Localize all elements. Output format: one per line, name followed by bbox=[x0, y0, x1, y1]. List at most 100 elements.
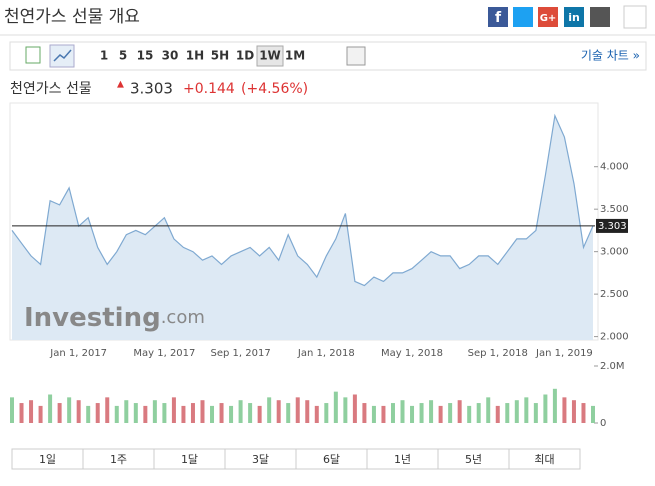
volume-bar bbox=[152, 400, 157, 423]
x-tick-label: Sep 1, 2018 bbox=[468, 348, 528, 359]
y2-tick-label: 0 bbox=[600, 418, 606, 429]
volume-bar bbox=[38, 405, 43, 423]
range-tab-label[interactable]: 1일 bbox=[39, 452, 56, 466]
volume-bar bbox=[314, 405, 319, 423]
range-tab-label[interactable]: 1년 bbox=[394, 453, 411, 466]
volume-bar bbox=[124, 400, 129, 423]
interval-buttons: 1 5 15 30 1H 5H 1D 1W 1M bbox=[100, 45, 305, 67]
volume-bar bbox=[210, 405, 215, 423]
interval-button[interactable]: 1M bbox=[285, 49, 305, 63]
chart: 2.000 2.500 3.000 3.500 4.000 0 2.0M Investing.… bbox=[10, 113, 629, 429]
volume-bar bbox=[486, 397, 491, 423]
volume-bar bbox=[86, 405, 91, 423]
volume-bar bbox=[457, 400, 462, 423]
volume-bar bbox=[562, 397, 567, 423]
volume-bar bbox=[95, 403, 100, 423]
quote-name: 천연가스 선물 bbox=[10, 81, 92, 97]
volume-bar bbox=[48, 394, 53, 423]
y-tick-label: 4.000 bbox=[600, 162, 629, 173]
volume-bar bbox=[591, 405, 595, 423]
interval-button[interactable]: 1H bbox=[186, 49, 204, 63]
volume-bar bbox=[419, 403, 424, 423]
volume-bar bbox=[581, 403, 586, 423]
range-tab-label[interactable]: 6달 bbox=[323, 453, 340, 466]
y-tick-label: 2.500 bbox=[600, 289, 629, 300]
volume-bar bbox=[533, 403, 538, 423]
volume-bar bbox=[305, 400, 310, 423]
volume-bar bbox=[438, 405, 443, 423]
volume-bar bbox=[390, 403, 395, 423]
linkedin-icon: in bbox=[568, 11, 580, 24]
volume-bar bbox=[286, 403, 291, 423]
volume-bar bbox=[29, 400, 34, 423]
volume-bar bbox=[333, 391, 338, 423]
interval-button[interactable]: 5H bbox=[211, 49, 229, 63]
linkedin[interactable] bbox=[564, 7, 584, 27]
volume-bar bbox=[181, 405, 186, 423]
volume-bar bbox=[324, 403, 329, 423]
volume-bar bbox=[571, 400, 576, 423]
range-tabs: 1일 1주 1달 3달 6달 1년 5년 최대 bbox=[11, 448, 581, 470]
watermark-domain: .com bbox=[161, 307, 205, 328]
x-tick-label: Sep 1, 2017 bbox=[210, 348, 270, 359]
google-icon: G+ bbox=[540, 13, 557, 24]
y-tick-label: 3.500 bbox=[600, 204, 629, 215]
volume-bar bbox=[238, 400, 243, 423]
technical-link[interactable]: 기술 차트 » bbox=[581, 49, 640, 63]
range-tab-label[interactable]: 5년 bbox=[465, 453, 482, 466]
y-tick-label: 3.000 bbox=[600, 247, 629, 258]
volume-bar bbox=[495, 405, 500, 423]
candle-button[interactable] bbox=[25, 46, 41, 64]
volume-bar bbox=[67, 397, 72, 423]
interval-button[interactable]: 15 bbox=[137, 49, 154, 63]
facebook[interactable] bbox=[488, 7, 508, 27]
volume-bar bbox=[200, 400, 205, 423]
y2-tick-label: 2.0M bbox=[600, 361, 625, 372]
mail[interactable] bbox=[590, 7, 610, 27]
share-icons[interactable]: f G+ in bbox=[488, 5, 647, 29]
volume-bar bbox=[133, 403, 138, 423]
up-arrow: ▲ bbox=[117, 80, 124, 90]
volume-bar bbox=[524, 397, 529, 423]
twitter[interactable] bbox=[513, 7, 533, 27]
volume-bar bbox=[410, 405, 415, 423]
volume-bar bbox=[429, 400, 434, 423]
price-line bbox=[11, 113, 594, 287]
volume-bar bbox=[105, 397, 110, 423]
range-tab[interactable] bbox=[508, 448, 581, 470]
x-tick-label: May 1, 2018 bbox=[381, 348, 443, 359]
interval-button[interactable]: 5 bbox=[119, 49, 127, 63]
volume-bar bbox=[543, 394, 548, 423]
volume-bar bbox=[219, 403, 224, 423]
range-tab-label[interactable]: 3달 bbox=[252, 453, 269, 466]
y-tick-label: 2.000 bbox=[600, 332, 629, 343]
watermark-brand: Investing bbox=[24, 303, 161, 333]
range-tab-label[interactable]: 1주 bbox=[110, 453, 127, 466]
volume-bar bbox=[371, 405, 376, 423]
volume-bar bbox=[76, 400, 81, 423]
interval-button[interactable]: 1W bbox=[259, 49, 281, 63]
google-plus[interactable] bbox=[538, 7, 558, 27]
volume-bar bbox=[552, 388, 557, 423]
quote-change-pct: (+4.56%) bbox=[241, 81, 308, 97]
volume-bar bbox=[467, 405, 472, 423]
price-area bbox=[12, 115, 593, 340]
volume-bar bbox=[114, 405, 119, 423]
volume-bar bbox=[19, 403, 24, 423]
print[interactable] bbox=[623, 5, 647, 29]
range-tab-label[interactable]: 1달 bbox=[181, 453, 198, 466]
quote-change: +0.144 bbox=[183, 81, 235, 97]
x-tick-label: Jan 1, 2018 bbox=[297, 348, 355, 359]
volume-bar bbox=[476, 403, 481, 423]
range-tab-label[interactable]: 최대 bbox=[534, 453, 554, 466]
interval-button[interactable]: 1D bbox=[236, 49, 254, 63]
interval-button[interactable]: 1 bbox=[100, 49, 108, 63]
volume-bar bbox=[276, 400, 281, 423]
settings-button[interactable] bbox=[346, 46, 366, 66]
volume-bar bbox=[295, 397, 300, 423]
volume-bar bbox=[190, 403, 195, 423]
volume-bar bbox=[171, 397, 176, 423]
interval-button[interactable]: 30 bbox=[162, 49, 179, 63]
volume-bar bbox=[381, 405, 386, 423]
facebook-icon: f bbox=[495, 10, 502, 26]
